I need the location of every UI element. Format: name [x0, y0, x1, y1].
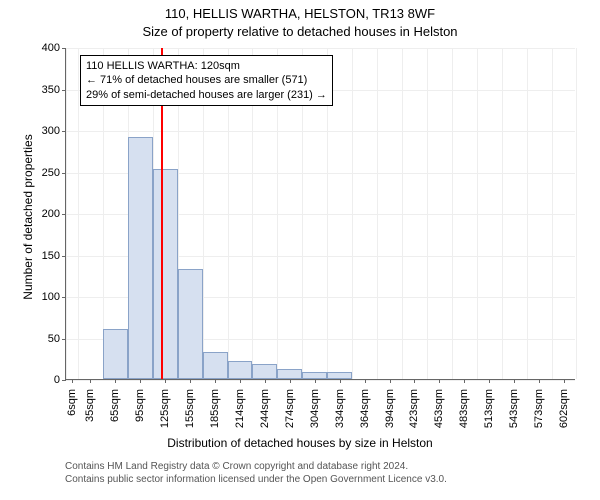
- histogram-bar: [128, 137, 153, 379]
- xtick-label: 125sqm: [159, 389, 171, 428]
- gridline: [527, 48, 528, 379]
- xtick-label: 602sqm: [558, 389, 570, 428]
- xtick-mark: [90, 379, 91, 383]
- ytick-mark: [62, 380, 66, 381]
- footnote-line: Contains public sector information licen…: [65, 473, 447, 486]
- histogram-bar: [178, 269, 203, 379]
- footnote-line: Contains HM Land Registry data © Crown c…: [65, 460, 447, 473]
- annotation-line: ← 71% of detached houses are smaller (57…: [86, 73, 327, 87]
- xtick-mark: [290, 379, 291, 383]
- gridline: [66, 131, 575, 132]
- histogram-bar: [228, 361, 252, 379]
- gridline: [552, 48, 553, 379]
- subtitle: Size of property relative to detached ho…: [0, 24, 600, 39]
- x-axis-label: Distribution of detached houses by size …: [0, 436, 600, 450]
- annotation-box: 110 HELLIS WARTHA: 120sqm ← 71% of detac…: [80, 55, 333, 106]
- xtick-label: 185sqm: [209, 389, 221, 428]
- xtick-mark: [564, 379, 565, 383]
- xtick-label: 95sqm: [134, 389, 146, 422]
- xtick-mark: [365, 379, 366, 383]
- xtick-label: 423sqm: [408, 389, 420, 428]
- y-axis-label: Number of detached properties: [21, 117, 35, 317]
- xtick-label: 543sqm: [508, 389, 520, 428]
- xtick-label: 214sqm: [234, 389, 246, 428]
- xtick-mark: [539, 379, 540, 383]
- xtick-label: 573sqm: [533, 389, 545, 428]
- xtick-label: 453sqm: [433, 389, 445, 428]
- gridline: [427, 48, 428, 379]
- gridline: [452, 48, 453, 379]
- histogram-bar: [277, 369, 302, 379]
- xtick-label: 35sqm: [84, 389, 96, 422]
- xtick-mark: [115, 379, 116, 383]
- xtick-label: 65sqm: [109, 389, 121, 422]
- gridline: [402, 48, 403, 379]
- ytick-label: 300: [42, 125, 60, 137]
- xtick-mark: [165, 379, 166, 383]
- ytick-label: 50: [48, 333, 60, 345]
- histogram-bar: [327, 372, 352, 379]
- annotation-line: 29% of semi-detached houses are larger (…: [86, 88, 327, 102]
- gridline: [66, 48, 575, 49]
- gridline: [377, 48, 378, 379]
- xtick-label: 244sqm: [259, 389, 271, 428]
- xtick-mark: [340, 379, 341, 383]
- page-title: 110, HELLIS WARTHA, HELSTON, TR13 8WF: [0, 6, 600, 21]
- histogram-bar: [153, 169, 178, 379]
- histogram-bar: [103, 329, 128, 379]
- histogram-bar: [203, 352, 228, 379]
- gridline: [66, 380, 575, 381]
- footnote: Contains HM Land Registry data © Crown c…: [65, 460, 447, 486]
- xtick-mark: [140, 379, 141, 383]
- annotation-line: 110 HELLIS WARTHA: 120sqm: [86, 59, 327, 73]
- gridline: [66, 48, 67, 379]
- ytick-label: 200: [42, 208, 60, 220]
- gridline: [78, 48, 79, 379]
- xtick-mark: [315, 379, 316, 383]
- xtick-label: 6sqm: [66, 389, 78, 416]
- xtick-label: 513sqm: [483, 389, 495, 428]
- ytick-label: 100: [42, 291, 60, 303]
- xtick-mark: [215, 379, 216, 383]
- xtick-mark: [265, 379, 266, 383]
- xtick-label: 364sqm: [359, 389, 371, 428]
- xtick-label: 394sqm: [384, 389, 396, 428]
- ytick-label: 0: [54, 374, 60, 386]
- histogram-bar: [252, 364, 277, 379]
- xtick-label: 334sqm: [334, 389, 346, 428]
- xtick-mark: [190, 379, 191, 383]
- xtick-mark: [390, 379, 391, 383]
- xtick-mark: [439, 379, 440, 383]
- xtick-mark: [489, 379, 490, 383]
- xtick-mark: [240, 379, 241, 383]
- gridline: [477, 48, 478, 379]
- gridline: [502, 48, 503, 379]
- xtick-mark: [72, 379, 73, 383]
- xtick-mark: [514, 379, 515, 383]
- xtick-mark: [414, 379, 415, 383]
- gridline: [576, 48, 577, 379]
- ytick-label: 350: [42, 84, 60, 96]
- xtick-label: 304sqm: [309, 389, 321, 428]
- histogram-bar: [302, 372, 327, 379]
- gridline: [352, 48, 353, 379]
- xtick-label: 155sqm: [184, 389, 196, 428]
- ytick-label: 400: [42, 42, 60, 54]
- ytick-label: 250: [42, 167, 60, 179]
- ytick-label: 150: [42, 250, 60, 262]
- xtick-label: 483sqm: [458, 389, 470, 428]
- chart-container: 110, HELLIS WARTHA, HELSTON, TR13 8WF Si…: [0, 0, 600, 500]
- xtick-label: 274sqm: [284, 389, 296, 428]
- xtick-mark: [464, 379, 465, 383]
